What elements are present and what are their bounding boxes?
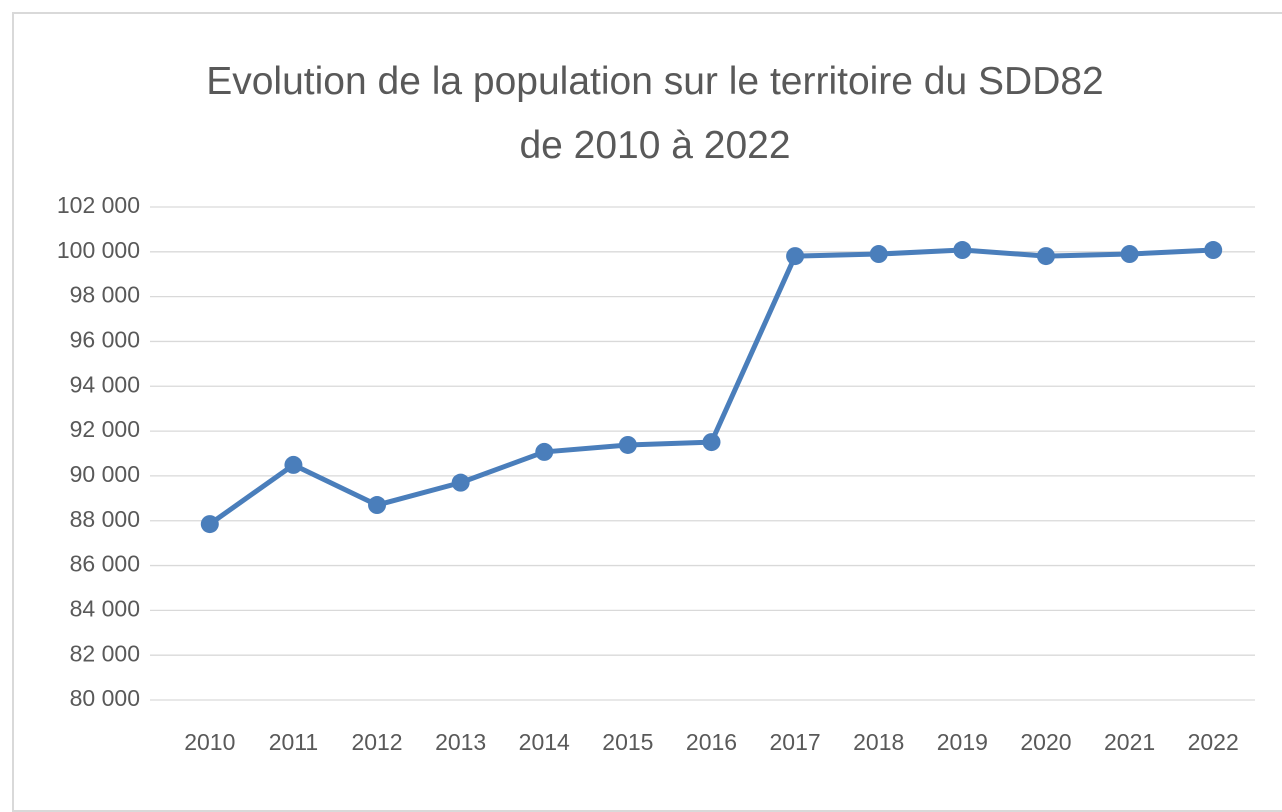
chart: 80 000 82 000 84 000 86 000 88 000 90 000 92 0… xyxy=(57,192,1255,755)
x-tick-label: 2017 xyxy=(770,729,821,755)
x-tick-label: 2021 xyxy=(1104,729,1155,755)
point xyxy=(1204,241,1223,260)
y-tick-label: 84 000 xyxy=(70,595,140,621)
line xyxy=(208,247,1214,527)
y-tick-label: 96 000 xyxy=(70,327,140,353)
x-tick-label: 2019 xyxy=(937,729,988,755)
y-tick-label: 100 000 xyxy=(57,237,140,263)
x-tick-label: 2010 xyxy=(184,729,235,755)
y-tick-label: 90 000 xyxy=(70,461,140,487)
point xyxy=(1120,245,1139,264)
x-tick-label: 2020 xyxy=(1020,729,1071,755)
y-tick-label: 92 000 xyxy=(70,416,140,442)
y-tick-label: 82 000 xyxy=(70,640,140,666)
point xyxy=(869,245,888,264)
point xyxy=(618,435,637,454)
point xyxy=(200,515,219,534)
point xyxy=(451,473,470,492)
point xyxy=(284,455,303,474)
y-tick-label: 102 000 xyxy=(57,192,140,218)
y-tick-label: 86 000 xyxy=(70,551,140,577)
point xyxy=(1036,247,1055,266)
page: Evolution de la population sur le territ… xyxy=(12,12,1282,812)
x-tick-label: 2022 xyxy=(1188,729,1239,755)
point xyxy=(702,433,721,452)
x-tick-label: 2016 xyxy=(686,729,737,755)
point xyxy=(786,247,805,266)
point xyxy=(368,496,387,515)
chart-title: Evolution de la population sur le territ… xyxy=(206,60,1104,167)
point xyxy=(953,241,972,260)
point xyxy=(535,442,554,461)
x-tick-label: 2014 xyxy=(519,729,570,755)
x-tick-label: 2015 xyxy=(602,729,653,755)
y-tick-label: 94 000 xyxy=(70,371,140,397)
y-tick-label: 88 000 xyxy=(70,506,140,532)
x-tick-label: 2011 xyxy=(269,729,318,755)
x-tick-label: 2012 xyxy=(351,729,402,755)
x-tick-label: 2013 xyxy=(435,729,486,755)
y-tick-label: 98 000 xyxy=(70,282,140,308)
y-tick-label: 80 000 xyxy=(70,685,140,711)
x-tick-label: 2018 xyxy=(853,729,904,755)
